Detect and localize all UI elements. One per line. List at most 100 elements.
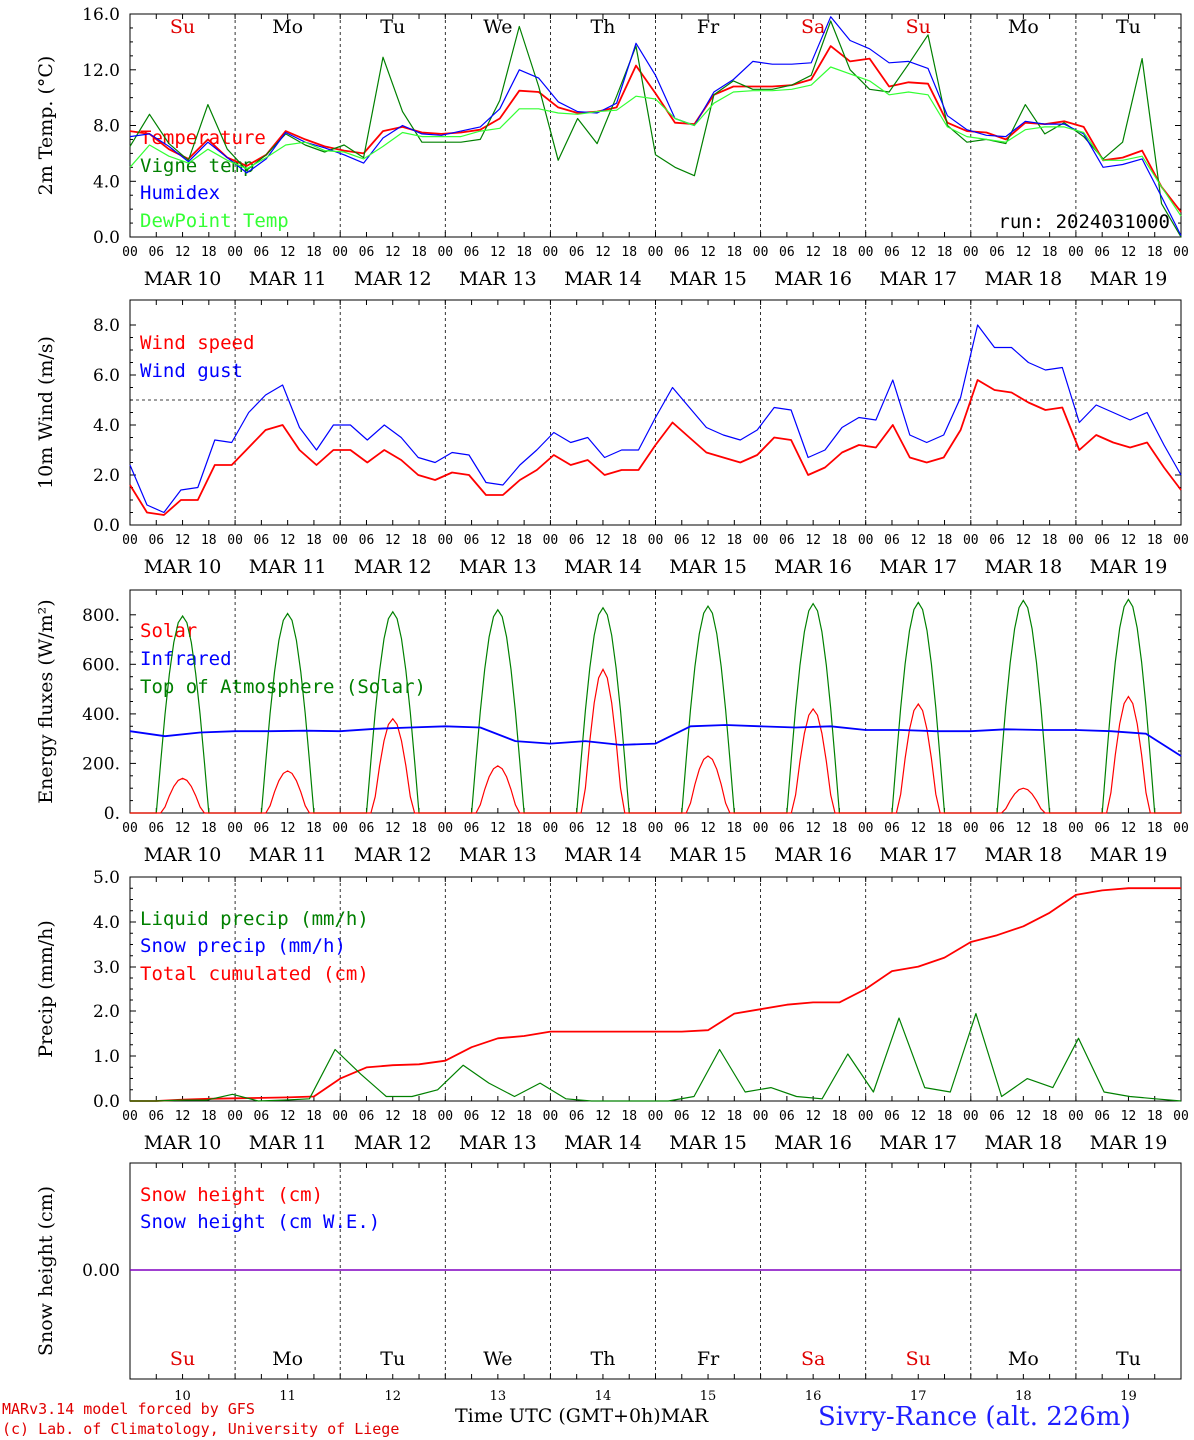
legend-entry: Solar (140, 620, 197, 642)
hour-tick-label: 06 (359, 533, 375, 548)
x-axis-label: Time UTC (GMT+0h)MAR (455, 1405, 709, 1427)
series-total-cumulated-cm- (130, 887, 1181, 1102)
hour-tick-label: 06 (989, 1109, 1005, 1124)
hour-tick-label: 18 (1147, 245, 1163, 260)
legend-entry: Top of Atmosphere (Solar) (140, 676, 426, 698)
hour-tick-label: 00 (858, 1109, 874, 1124)
hour-tick-label: 06 (779, 1109, 795, 1124)
hour-tick-label: 06 (464, 821, 480, 836)
hour-tick-label: 00 (963, 245, 979, 260)
hour-tick-label: 18 (621, 533, 637, 548)
day-label: MAR 19 (1090, 556, 1168, 578)
day-label: MAR 17 (879, 844, 957, 866)
series-solar (130, 667, 1181, 814)
hour-tick-label: 12 (910, 1109, 926, 1124)
hour-tick-label: 00 (332, 1109, 348, 1124)
day-label: MAR 16 (774, 556, 852, 578)
hour-tick-label: 12 (700, 533, 716, 548)
weekday-label: Sa (801, 16, 825, 38)
day-label: MAR 11 (249, 1132, 327, 1154)
hour-tick-label: 06 (359, 1109, 375, 1124)
hour-tick-label: 00 (753, 533, 769, 548)
weekday-label: Mo (1008, 16, 1039, 38)
hour-tick-label: 00 (122, 821, 138, 836)
hour-tick-label: 18 (621, 245, 637, 260)
hour-tick-label: 06 (779, 821, 795, 836)
y-tick-label: 400. (82, 705, 120, 725)
y-tick-label: 0. (104, 804, 120, 824)
legend-entry: Wind gust (140, 360, 243, 382)
hour-tick-label: 00 (753, 1109, 769, 1124)
day-label: MAR 10 (144, 268, 222, 290)
y-tick-label: 2.0 (93, 1002, 120, 1022)
day-label: MAR 18 (984, 268, 1062, 290)
hour-tick-label: 18 (201, 821, 217, 836)
hour-tick-label: 18 (1042, 533, 1058, 548)
hour-tick-label: 12 (700, 821, 716, 836)
hour-tick-label: 06 (569, 1109, 585, 1124)
hour-tick-label: 12 (1121, 1109, 1137, 1124)
hour-tick-label: 06 (254, 533, 270, 548)
hour-tick-label: 12 (910, 533, 926, 548)
day-label: MAR 15 (669, 1132, 747, 1154)
hour-tick-label: 06 (464, 533, 480, 548)
hour-tick-label: 00 (332, 245, 348, 260)
lab-credit: (c) Lab. of Climatology, University of L… (2, 1420, 400, 1438)
hour-tick-label: 06 (569, 533, 585, 548)
weekday-label: Mo (1008, 1348, 1039, 1370)
hour-tick-label: 18 (832, 821, 848, 836)
hour-tick-label: 12 (490, 1109, 506, 1124)
panel-5: 0.00 Snow height (cm) Snow height (cm) Snow… (35, 1162, 1182, 1380)
day-label: MAR 17 (879, 556, 957, 578)
y-tick-label: 1.0 (93, 1047, 120, 1067)
day-label: MAR 10 (144, 556, 222, 578)
hour-tick-label: 00 (648, 245, 664, 260)
hour-tick-label: 06 (359, 245, 375, 260)
day-label: MAR 12 (354, 268, 432, 290)
day-label: MAR 11 (249, 268, 327, 290)
hour-tick-label: 06 (1094, 533, 1110, 548)
y-tick-label: 16.0 (82, 5, 120, 25)
hour-tick-label: 00 (227, 533, 243, 548)
y-tick-label: 0.00 (82, 1261, 120, 1281)
day-label: MAR 17 (879, 268, 957, 290)
hour-tick-label: 06 (569, 245, 585, 260)
legend-entry: Wind speed (140, 332, 254, 354)
y-tick-label: 8.0 (93, 316, 120, 336)
hour-tick-label: 00 (227, 821, 243, 836)
hour-tick-label: 06 (779, 533, 795, 548)
hour-tick-label: 12 (280, 821, 296, 836)
day-label: MAR 14 (564, 1132, 642, 1154)
hour-tick-label: 00 (1173, 533, 1189, 548)
hour-tick-label: 12 (175, 245, 191, 260)
weekday-label: Su (906, 16, 931, 38)
hour-tick-label: 00 (122, 245, 138, 260)
day-label: MAR 16 (774, 268, 852, 290)
day-label: MAR 15 (669, 844, 747, 866)
hour-tick-label: 06 (254, 821, 270, 836)
hour-tick-label: 18 (1147, 533, 1163, 548)
hour-tick-label: 18 (937, 533, 953, 548)
day-number-label: 18 (1015, 1389, 1032, 1404)
y-tick-label: 4.0 (93, 172, 120, 192)
hour-tick-label: 12 (385, 1109, 401, 1124)
hour-tick-label: 00 (753, 245, 769, 260)
day-label: MAR 18 (984, 844, 1062, 866)
hour-tick-label: 00 (543, 821, 559, 836)
hour-tick-label: 06 (674, 821, 690, 836)
hour-tick-label: 06 (254, 245, 270, 260)
hour-tick-label: 00 (437, 245, 453, 260)
hour-tick-label: 06 (884, 821, 900, 836)
hour-tick-label: 18 (306, 821, 322, 836)
day-label: MAR 12 (354, 556, 432, 578)
hour-tick-label: 00 (122, 1109, 138, 1124)
hour-tick-label: 00 (437, 821, 453, 836)
hour-tick-label: 12 (490, 821, 506, 836)
hour-tick-label: 00 (1173, 245, 1189, 260)
day-label: MAR 17 (879, 1132, 957, 1154)
y-tick-label: 12.0 (82, 61, 120, 81)
series-vigne-temp (129, 20, 1182, 238)
hour-tick-label: 00 (648, 533, 664, 548)
hour-tick-label: 18 (832, 1109, 848, 1124)
hour-tick-label: 12 (490, 533, 506, 548)
